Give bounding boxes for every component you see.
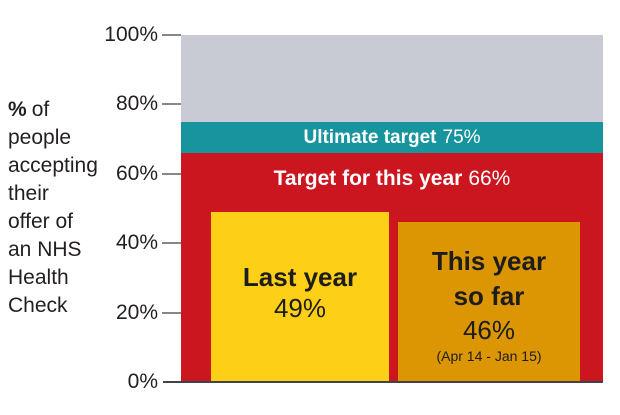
- y-axis-title-line: an NHS: [8, 238, 82, 261]
- band-above-ultimate-target: [181, 35, 603, 122]
- bar-last-year-label: Last year: [242, 262, 358, 292]
- y-tick-mark-100: [162, 34, 181, 36]
- band-ultimate-target: Ultimate target 75%: [181, 122, 603, 153]
- plot-area: Ultimate target 75% Target for this year 6…: [181, 35, 603, 382]
- y-axis-title-line: Health: [8, 266, 69, 289]
- bar-this-year-note: (Apr 14 - Jan 15): [436, 348, 542, 364]
- y-axis-title-line: accepting: [8, 154, 98, 177]
- y-tick-label-80: 80%: [115, 92, 158, 115]
- y-axis-title-line: offer of: [8, 210, 73, 233]
- y-tick-label-100: 100%: [104, 23, 158, 46]
- year-target-value: 66%: [468, 167, 511, 190]
- year-target-label: Target for this year 66%: [181, 166, 603, 192]
- y-tick-mark-40: [162, 242, 181, 244]
- bar-this-year-label-line1: This year: [431, 246, 547, 276]
- y-tick-mark-60: [162, 173, 181, 175]
- bar-this-year-label-line2: so far: [453, 281, 525, 311]
- y-axis-title-line: their: [8, 182, 49, 205]
- ultimate-target-label: Ultimate target 75%: [303, 127, 480, 149]
- bar-this-year-so-far: This year so far 46% (Apr 14 - Jan 15): [398, 222, 580, 382]
- y-tick-label-40: 40%: [115, 231, 158, 254]
- percent-symbol: %: [8, 98, 27, 121]
- y-axis-title-line: Check: [8, 294, 68, 317]
- x-axis-line: [163, 381, 603, 383]
- y-axis-title: % of people accepting their offer of an N…: [8, 96, 126, 320]
- y-tick-mark-80: [162, 103, 181, 105]
- y-tick-mark-20: [162, 312, 181, 314]
- y-tick-label-20: 20%: [115, 301, 158, 324]
- y-tick-label-60: 60%: [115, 162, 158, 185]
- bar-last-year-text: Last year 49%: [211, 262, 389, 324]
- year-target-label-text: Target for this year: [273, 167, 463, 190]
- bar-last-year: Last year 49%: [211, 212, 389, 382]
- bar-this-year-text: This year so far 46% (Apr 14 - Jan 15): [398, 244, 580, 365]
- y-axis-title-line: % of: [8, 98, 50, 121]
- ultimate-target-value: 75%: [442, 126, 481, 148]
- y-axis-title-line: people: [8, 126, 72, 149]
- band-target-this-year: Target for this year 66% Last year 49% Th…: [181, 153, 603, 382]
- bar-last-year-value: 49%: [273, 293, 327, 323]
- y-tick-label-0: 0%: [127, 370, 158, 393]
- bar-this-year-value: 46%: [462, 315, 516, 345]
- ultimate-target-label-text: Ultimate target: [303, 126, 437, 148]
